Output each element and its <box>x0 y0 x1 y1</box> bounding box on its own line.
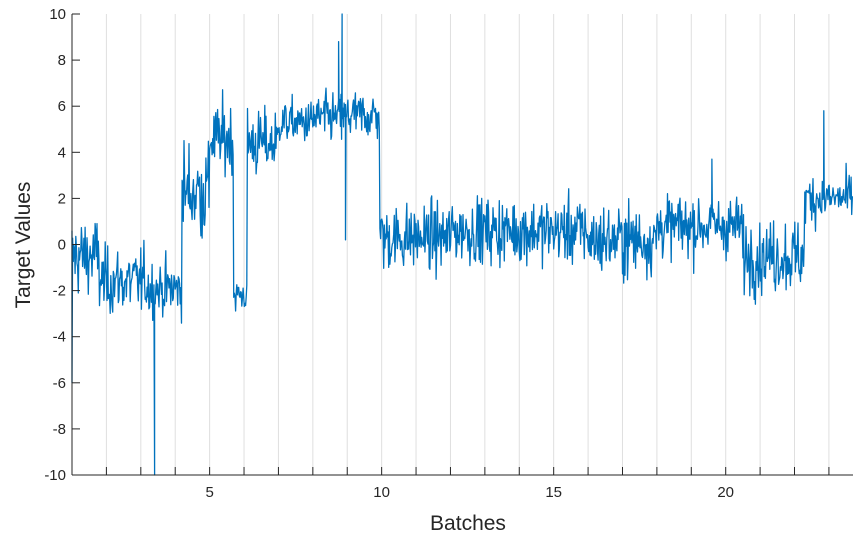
x-tick-label: 15 <box>545 484 562 501</box>
y-tick-label: -2 <box>53 283 66 300</box>
y-tick-label: -10 <box>44 467 66 484</box>
y-tick-label: 8 <box>58 52 66 69</box>
y-tick-label: 2 <box>58 190 66 207</box>
tick-labels: 5 10 15 20 -10 -8 -6 -4 -2 0 2 4 6 8 10 <box>44 6 734 501</box>
series-group <box>71 13 853 476</box>
y-tick-label: 0 <box>58 237 66 254</box>
x-tick-label: 20 <box>717 484 734 501</box>
x-axis-label: Batches <box>430 512 506 535</box>
x-tick-label: 5 <box>205 484 213 501</box>
y-tick-label: 4 <box>58 144 66 161</box>
x-tick-label: 10 <box>373 484 390 501</box>
y-tick-label: 10 <box>49 6 66 23</box>
y-tick-label: -4 <box>53 329 66 346</box>
series-line <box>71 13 853 476</box>
y-tick-label: 6 <box>58 98 66 115</box>
y-tick-label: -8 <box>53 421 66 438</box>
y-axis-label: Target Values <box>12 182 35 309</box>
axes <box>71 13 853 476</box>
y-tick-label: -6 <box>53 375 66 392</box>
